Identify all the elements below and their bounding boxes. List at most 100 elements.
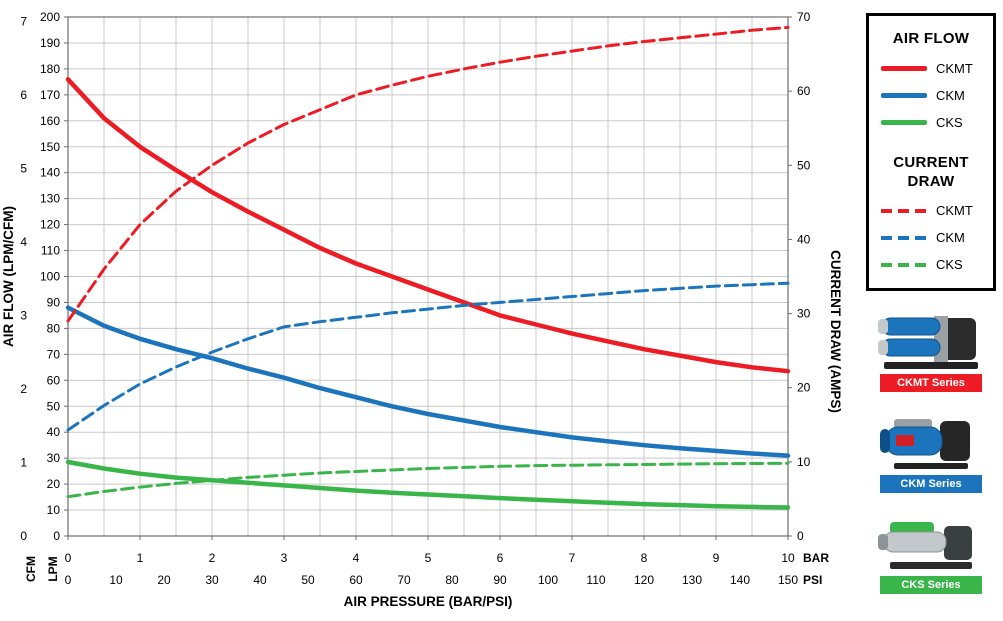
legend-current-title: CURRENT DRAW xyxy=(893,153,969,190)
product-label-cks: CKS Series xyxy=(880,576,982,595)
ckm-flow-line-swatch xyxy=(881,92,927,98)
cks-current-line-swatch xyxy=(881,262,927,267)
svg-text:120: 120 xyxy=(634,573,654,587)
svg-text:140: 140 xyxy=(40,166,60,180)
legend-item-current-cks: CKS xyxy=(881,257,981,272)
svg-text:200: 200 xyxy=(40,10,60,24)
svg-text:6: 6 xyxy=(20,88,27,102)
svg-text:90: 90 xyxy=(47,295,61,309)
svg-text:5: 5 xyxy=(425,551,432,565)
svg-text:60: 60 xyxy=(797,84,811,98)
svg-text:50: 50 xyxy=(47,399,61,413)
svg-text:1: 1 xyxy=(20,456,27,470)
svg-text:150: 150 xyxy=(778,573,798,587)
ckmt-flow-line-swatch xyxy=(881,65,927,71)
ckm-current-line-swatch xyxy=(881,235,927,240)
svg-text:1: 1 xyxy=(137,551,144,565)
svg-text:130: 130 xyxy=(682,573,702,587)
product-label-ckm: CKM Series xyxy=(880,475,982,494)
svg-text:PSI: PSI xyxy=(803,573,822,587)
cks-compressor-image xyxy=(878,522,972,570)
svg-text:5: 5 xyxy=(20,162,27,176)
svg-text:30: 30 xyxy=(797,307,811,321)
svg-text:8: 8 xyxy=(641,551,648,565)
svg-text:40: 40 xyxy=(47,425,61,439)
svg-text:CURRENT DRAW (AMPS): CURRENT DRAW (AMPS) xyxy=(828,250,843,413)
svg-text:10: 10 xyxy=(109,573,123,587)
svg-text:CFM: CFM xyxy=(24,556,38,582)
legend-label-cks-current: CKS xyxy=(936,257,963,273)
legend-item-current-ckmt: CKMT xyxy=(881,203,981,218)
legend-item-airflow-cks: CKS xyxy=(881,115,981,130)
product-ckmt: CKMT Series xyxy=(866,306,996,393)
performance-chart: 0102030405060708090100110120130140150160… xyxy=(1,10,843,609)
svg-text:70: 70 xyxy=(47,347,61,361)
svg-text:0: 0 xyxy=(65,551,72,565)
legend-label-ckm-flow: CKM xyxy=(936,87,965,103)
svg-text:110: 110 xyxy=(41,244,60,258)
product-cks: CKS Series xyxy=(866,508,996,595)
svg-text:30: 30 xyxy=(205,573,219,587)
product-ckm: CKM Series xyxy=(866,407,996,494)
svg-text:150: 150 xyxy=(40,140,60,154)
legend-item-current-ckm: CKM xyxy=(881,230,981,245)
svg-text:0: 0 xyxy=(20,529,27,543)
svg-text:3: 3 xyxy=(20,309,27,323)
svg-text:140: 140 xyxy=(730,573,750,587)
svg-text:2: 2 xyxy=(209,551,216,565)
svg-text:10: 10 xyxy=(797,455,811,469)
svg-text:20: 20 xyxy=(47,477,61,491)
legend-label-ckmt-flow: CKMT xyxy=(936,60,973,76)
ckmt-compressor-image xyxy=(878,316,978,370)
svg-text:9: 9 xyxy=(713,551,720,565)
legend-item-airflow-ckm: CKM xyxy=(881,88,981,103)
svg-text:80: 80 xyxy=(445,573,459,587)
svg-text:LPM: LPM xyxy=(46,556,60,581)
svg-text:40: 40 xyxy=(797,232,811,246)
svg-text:40: 40 xyxy=(253,573,267,587)
svg-text:10: 10 xyxy=(47,503,61,517)
svg-text:7: 7 xyxy=(20,15,27,29)
svg-text:50: 50 xyxy=(301,573,315,587)
product-label-ckmt: CKMT Series xyxy=(880,374,982,393)
svg-text:120: 120 xyxy=(40,218,60,232)
svg-text:30: 30 xyxy=(47,451,61,465)
svg-text:190: 190 xyxy=(40,36,60,50)
legend-box: AIR FLOW CKMT CKM CKS CURRENT DRAW CKMT … xyxy=(866,13,996,292)
svg-text:3: 3 xyxy=(281,551,288,565)
svg-text:0: 0 xyxy=(65,573,72,587)
svg-text:100: 100 xyxy=(40,270,60,284)
svg-text:180: 180 xyxy=(40,62,60,76)
svg-text:AIR PRESSURE (BAR/PSI): AIR PRESSURE (BAR/PSI) xyxy=(344,594,513,609)
svg-text:60: 60 xyxy=(349,573,363,587)
svg-text:4: 4 xyxy=(20,235,27,249)
svg-text:0: 0 xyxy=(797,529,804,543)
svg-text:2: 2 xyxy=(20,382,27,396)
svg-text:4: 4 xyxy=(353,551,360,565)
cks-flow-line-swatch xyxy=(881,119,927,125)
svg-text:10: 10 xyxy=(781,551,795,565)
svg-text:160: 160 xyxy=(40,114,60,128)
svg-text:7: 7 xyxy=(569,551,576,565)
legend-airflow-title: AIR FLOW xyxy=(892,30,970,47)
legend-label-ckm-current: CKM xyxy=(936,230,965,246)
ckmt-current-line-swatch xyxy=(881,208,927,213)
svg-text:20: 20 xyxy=(797,381,811,395)
svg-text:6: 6 xyxy=(497,551,504,565)
legend-item-airflow-ckmt: CKMT xyxy=(881,61,981,76)
svg-text:130: 130 xyxy=(40,192,60,206)
svg-text:170: 170 xyxy=(40,88,60,102)
svg-text:80: 80 xyxy=(47,321,61,335)
svg-text:50: 50 xyxy=(797,158,811,172)
svg-text:0: 0 xyxy=(53,529,60,543)
legend-label-cks-flow: CKS xyxy=(936,114,963,130)
svg-text:110: 110 xyxy=(586,573,605,587)
svg-text:60: 60 xyxy=(47,373,61,387)
svg-text:70: 70 xyxy=(397,573,411,587)
svg-text:BAR: BAR xyxy=(803,551,829,565)
legend-label-ckmt-current: CKMT xyxy=(936,203,973,219)
ckm-compressor-image xyxy=(880,419,970,470)
svg-text:90: 90 xyxy=(493,573,507,587)
svg-text:70: 70 xyxy=(797,10,811,24)
